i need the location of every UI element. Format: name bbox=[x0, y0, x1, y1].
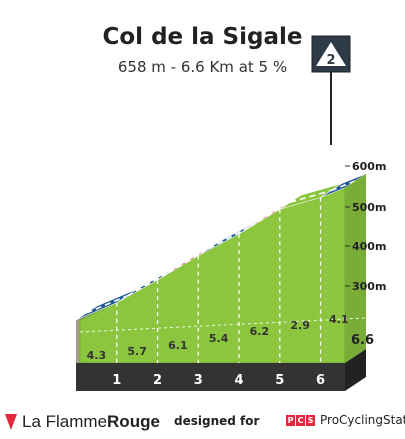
km-marker: 5 bbox=[275, 373, 284, 388]
gradient-label: 5.7 bbox=[127, 345, 147, 358]
flame-flag-icon bbox=[5, 414, 17, 430]
start-face bbox=[76, 320, 80, 363]
category-badge-label: 2 bbox=[326, 53, 335, 68]
top-ribbon-centerline bbox=[249, 201, 291, 228]
pcs-letter: C bbox=[296, 414, 305, 426]
gradient-label: 6.2 bbox=[250, 325, 270, 338]
top-ribbon-centerline bbox=[208, 226, 250, 250]
top-ribbon-centerline bbox=[126, 272, 169, 297]
climb-profile-chart: 1 2 3 4 5 6 4.3 5.7 6.1 5.4 6.2 2.9 4.1 300m 400m 500m 6… bbox=[75, 35, 386, 391]
km-marker: 1 bbox=[112, 373, 121, 388]
gradient-label: 5.4 bbox=[209, 332, 229, 345]
end-face bbox=[345, 173, 366, 363]
km-marker: 6 bbox=[316, 373, 325, 388]
km-marker: 2 bbox=[153, 373, 162, 388]
designed-for-label: designed for bbox=[174, 414, 260, 428]
elevation-tick-label: 400m bbox=[352, 240, 386, 253]
top-ribbon-centerline bbox=[290, 189, 332, 203]
category-triangle-icon bbox=[316, 42, 346, 66]
km-marker: 3 bbox=[194, 373, 203, 388]
end-distance-label: 6.6 bbox=[351, 333, 374, 348]
km-marker: 4 bbox=[235, 373, 244, 388]
top-ribbon-centerline bbox=[167, 247, 210, 274]
la-flamme-rouge-logo: La Flamme Rouge bbox=[4, 412, 160, 432]
climb-subtitle: 658 m - 6.6 Km at 5 % bbox=[117, 58, 288, 76]
gradient-label: 4.1 bbox=[329, 313, 349, 326]
top-ribbon-centerline bbox=[86, 295, 128, 314]
pcs-letter: S bbox=[306, 414, 315, 426]
base-band-side bbox=[345, 349, 366, 391]
brand-bold: Rouge bbox=[107, 412, 160, 431]
gradient-label: 6.1 bbox=[168, 339, 188, 352]
pcs-letter: P bbox=[286, 414, 295, 426]
climb-title: Col de la Sigale bbox=[102, 24, 303, 50]
brand-plain: La Flamme bbox=[22, 412, 108, 431]
elevation-tick-label: 500m bbox=[352, 201, 386, 214]
gradient-label: 4.3 bbox=[87, 349, 107, 362]
gradient-label: 2.9 bbox=[290, 319, 310, 332]
base-band bbox=[76, 363, 345, 391]
elevation-tick-label: 600m bbox=[352, 160, 386, 173]
pcs-name: ProCyclingStats bbox=[320, 413, 405, 427]
top-ribbon-centerline bbox=[330, 180, 356, 192]
elevation-tick-label: 300m bbox=[352, 280, 386, 293]
